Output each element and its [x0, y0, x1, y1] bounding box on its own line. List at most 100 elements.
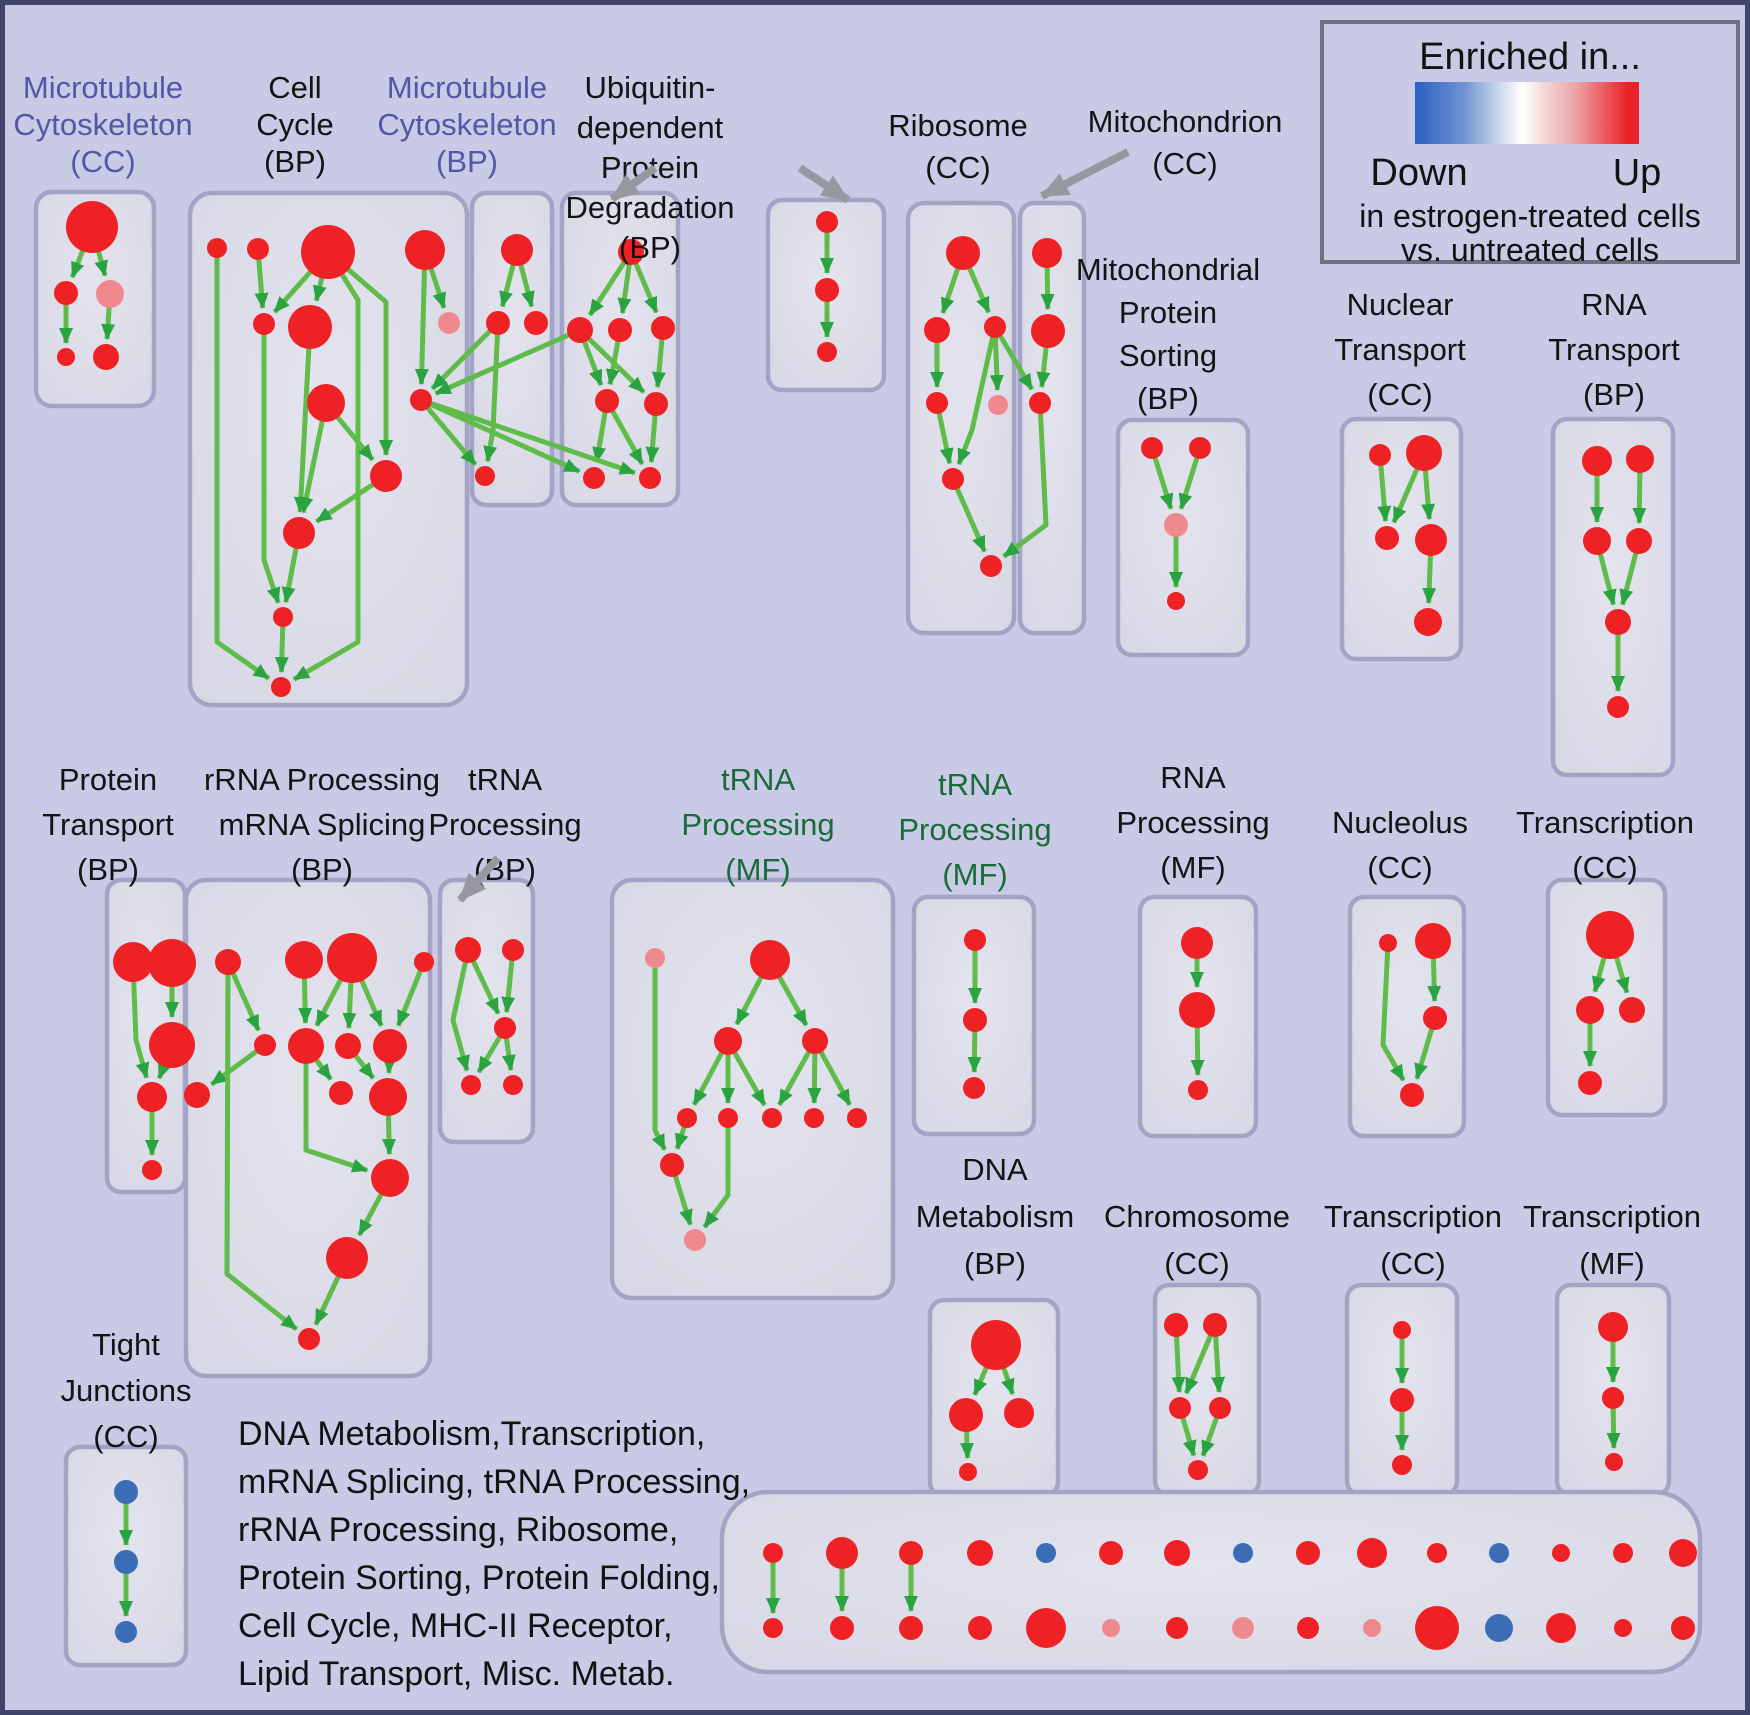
edge — [1183, 1324, 1218, 1395]
cluster-label-cell-cycle-label: (BP) — [264, 144, 326, 179]
go-node — [461, 1075, 481, 1095]
go-node — [283, 517, 315, 549]
edge — [261, 324, 281, 604]
go-node — [567, 317, 593, 343]
cluster-label-rnap-label: Processing — [1116, 805, 1269, 840]
go-node — [1583, 527, 1611, 555]
cluster-label-trna-mf1-label: Processing — [681, 807, 834, 842]
edge — [651, 958, 667, 1151]
go-node — [608, 318, 632, 342]
go-node — [968, 1616, 992, 1640]
edge — [130, 961, 150, 1079]
cluster-label-mito-label: Mitochondrion — [1088, 104, 1283, 139]
go-node — [1164, 513, 1188, 537]
go-node — [959, 1463, 977, 1481]
edge — [414, 249, 429, 386]
go-node — [1607, 696, 1629, 718]
go-node — [502, 939, 524, 961]
go-node — [963, 1008, 987, 1032]
go-node — [486, 311, 510, 335]
go-node — [1099, 1541, 1123, 1565]
cluster-label-trans-cc-top-label: Transcription — [1516, 805, 1694, 840]
legend-subtitle-line1: in estrogen-treated cells — [1359, 198, 1701, 234]
go-node — [414, 952, 434, 972]
cluster-label-mito-label: (CC) — [1152, 146, 1217, 181]
go-node — [1671, 1616, 1695, 1640]
cluster-label-rrna-label: rRNA Processing — [204, 762, 440, 797]
go-node — [1552, 1544, 1570, 1562]
go-node — [438, 312, 460, 334]
cluster-label-ribosome-label: (CC) — [925, 150, 990, 185]
go-node — [215, 949, 241, 975]
go-node — [1423, 1006, 1447, 1030]
go-node — [96, 280, 124, 308]
go-node — [804, 1108, 824, 1128]
cluster-label-ribosome-label: Ribosome — [888, 108, 1028, 143]
go-node — [113, 942, 153, 982]
cluster-label-nucleolus-label: (CC) — [1367, 850, 1432, 885]
go-node — [115, 1621, 137, 1643]
go-node — [1233, 1543, 1253, 1563]
edge — [956, 326, 998, 466]
go-node — [980, 555, 1002, 577]
go-node — [1619, 997, 1645, 1023]
go-node — [93, 344, 119, 370]
annotation-line: DNA Metabolism,Transcription, — [238, 1415, 706, 1453]
cluster-label-rnap-label: (MF) — [1160, 850, 1225, 885]
go-node — [142, 1160, 162, 1180]
go-node — [1598, 1312, 1628, 1342]
go-node — [1578, 1071, 1602, 1095]
cluster-label-mt-bp-label: Microtubule — [387, 70, 547, 105]
go-node — [1400, 1083, 1424, 1107]
legend-subtitle-line2: vs. untreated cells — [1401, 232, 1659, 268]
go-node — [371, 1159, 409, 1197]
cluster-label-trans-mf-label: (MF) — [1579, 1246, 1644, 1281]
edge — [450, 949, 471, 1072]
go-node — [971, 1320, 1021, 1370]
go-node — [1102, 1619, 1120, 1637]
go-node — [645, 948, 665, 968]
label-pointer-arrow — [609, 164, 658, 203]
go-node — [963, 1077, 985, 1099]
go-node — [899, 1616, 923, 1640]
go-node — [1390, 1388, 1414, 1412]
go-node — [66, 201, 118, 253]
go-node — [1415, 923, 1451, 959]
label-pointer-arrow — [1040, 148, 1130, 200]
cluster-label-trna-mf2-label: tRNA — [938, 767, 1012, 802]
cluster-label-ubiq-label: Ubiquitin- — [585, 70, 716, 105]
cluster-label-trna-mf1-label: tRNA — [721, 762, 795, 797]
go-node — [1363, 1619, 1381, 1637]
cluster-label-rnat-label: (BP) — [1583, 377, 1645, 412]
go-node — [149, 1022, 195, 1068]
go-node — [148, 939, 196, 987]
cluster-box-mps — [1115, 417, 1251, 658]
go-node — [826, 1537, 858, 1569]
go-node — [1167, 592, 1185, 610]
go-node — [57, 348, 75, 366]
go-node — [1546, 1613, 1576, 1643]
go-node — [370, 460, 402, 492]
cluster-label-rnat-label: RNA — [1581, 287, 1647, 322]
go-node — [1369, 444, 1391, 466]
cluster-label-trna-mf2-label: Processing — [898, 812, 1051, 847]
annotation-line: mRNA Splicing, tRNA Processing, — [238, 1463, 751, 1501]
cluster-label-ubiq-label: dependent — [577, 110, 724, 145]
go-node — [926, 392, 948, 414]
go-node — [1297, 1617, 1319, 1639]
go-node — [1169, 1397, 1191, 1419]
cross-cluster-edge — [419, 398, 478, 467]
go-node — [964, 929, 986, 951]
annotation-line: rRNA Processing, Ribosome, — [238, 1511, 679, 1549]
cluster-label-chromosome-label: (CC) — [1164, 1246, 1229, 1281]
cluster-box-misc-strip — [719, 1489, 1703, 1675]
go-node — [288, 1028, 324, 1064]
edge — [293, 326, 313, 514]
go-node — [475, 466, 495, 486]
cluster-label-trna-bp-label: Processing — [428, 807, 581, 842]
go-node — [1626, 528, 1652, 554]
go-node — [1427, 1543, 1447, 1563]
go-node — [207, 238, 227, 258]
